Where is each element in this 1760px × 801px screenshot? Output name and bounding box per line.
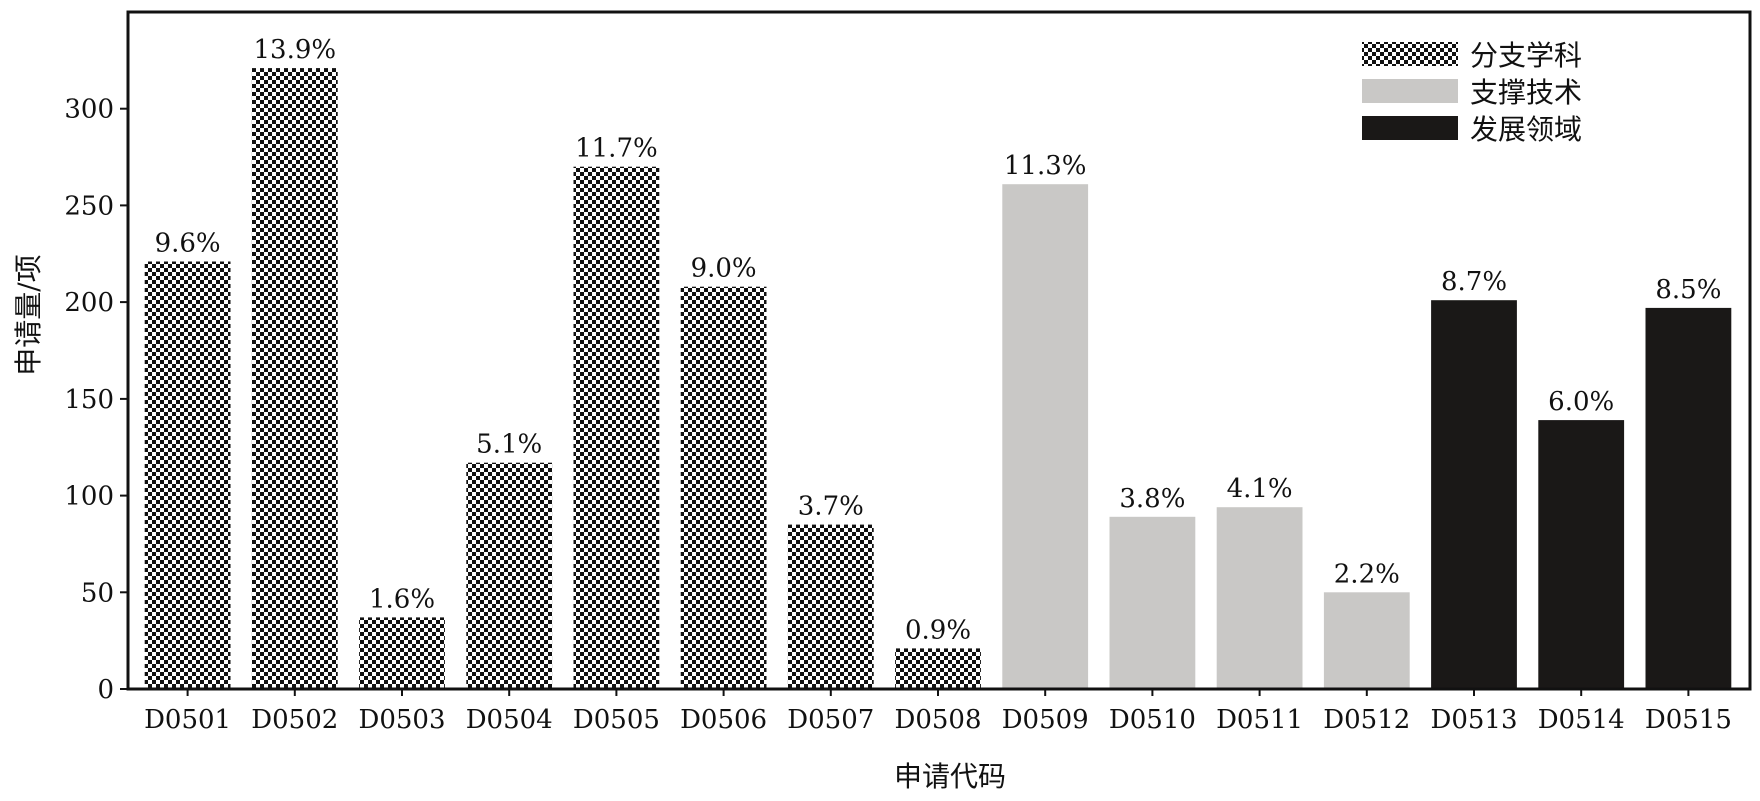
bar-value-label: 3.7%	[798, 492, 864, 522]
bar-d0514	[1538, 420, 1625, 689]
x-tick-label: D0515	[1645, 705, 1732, 735]
legend-swatch	[1362, 79, 1458, 103]
y-tick-label: 250	[64, 191, 114, 221]
bar-d0509	[1002, 184, 1089, 689]
bar-d0511	[1216, 507, 1303, 689]
legend-label: 支撑技术	[1470, 76, 1582, 109]
bar-d0513	[1431, 300, 1517, 689]
plot-frame	[126, 10, 1752, 691]
y-tick-label: 200	[64, 288, 114, 318]
bar-value-label: 5.1%	[476, 430, 542, 460]
bar-d0515	[1645, 307, 1732, 689]
y-tick-label: 100	[64, 482, 114, 512]
bar-value-label: 3.8%	[1119, 484, 1185, 514]
bar-d0506	[680, 286, 767, 689]
bar-value-label: 9.6%	[155, 229, 221, 259]
bar-d0504	[466, 462, 553, 689]
bar-d0507	[787, 524, 874, 689]
bar-labels: 9.6% 13.9% 1.6% 5.1% 11.7% 9.0% 3.7% 0.9% 11.3% 3…	[155, 35, 1722, 645]
legend-label: 分支学科	[1470, 39, 1582, 72]
legend-swatch	[1362, 42, 1458, 66]
x-tick-label: D0506	[680, 705, 767, 735]
x-tick-label: D0504	[466, 705, 553, 735]
axes: D0501 D0502 D0503 D0504 D0505 D0506 D0507 D0508…	[64, 10, 1752, 735]
y-axis-title: 申请量/项	[12, 254, 45, 375]
x-tick-label: D0505	[573, 705, 660, 735]
bars	[144, 68, 1732, 690]
bar-value-label: 0.9%	[905, 615, 971, 645]
bar-d0501	[144, 261, 231, 689]
bar-value-label: 4.1%	[1227, 474, 1293, 504]
bar-value-label: 13.9%	[253, 35, 336, 65]
bar-value-label: 1.6%	[369, 584, 435, 614]
x-tick-label: D0514	[1538, 705, 1625, 735]
bar-value-label: 8.5%	[1655, 275, 1721, 305]
bar-d0508	[895, 648, 981, 689]
x-tick-label: D0509	[1002, 705, 1089, 735]
y-tick-label: 150	[64, 385, 114, 415]
bar-d0502	[251, 68, 338, 690]
bar-value-label: 8.7%	[1441, 267, 1507, 297]
legend-label: 发展领域	[1470, 113, 1582, 146]
bar-value-label: 11.7%	[575, 134, 658, 164]
x-tick-label: D0508	[894, 705, 981, 735]
x-axis-title: 申请代码	[894, 760, 1006, 793]
legend-swatch	[1362, 116, 1458, 140]
y-tick-label: 0	[97, 675, 114, 705]
x-tick-label: D0513	[1430, 705, 1517, 735]
x-tick-label: D0502	[251, 705, 338, 735]
y-tick-label: 300	[64, 95, 114, 125]
bar-d0510	[1109, 516, 1196, 689]
bar-value-label: 9.0%	[691, 254, 757, 284]
bar-d0503	[359, 617, 445, 689]
bar-d0505	[573, 166, 660, 689]
y-tick-label: 50	[81, 578, 114, 608]
x-tick-label: D0501	[144, 705, 231, 735]
x-tick-label: D0507	[787, 705, 874, 735]
x-tick-label: D0510	[1109, 705, 1196, 735]
x-tick-label: D0511	[1216, 705, 1303, 735]
bar-value-label: 6.0%	[1548, 387, 1614, 417]
bar-d0512	[1323, 592, 1410, 689]
x-tick-label: D0512	[1323, 705, 1410, 735]
x-tick-label: D0503	[358, 705, 445, 735]
bar-value-label: 11.3%	[1004, 151, 1087, 181]
bar-value-label: 2.2%	[1334, 559, 1400, 589]
